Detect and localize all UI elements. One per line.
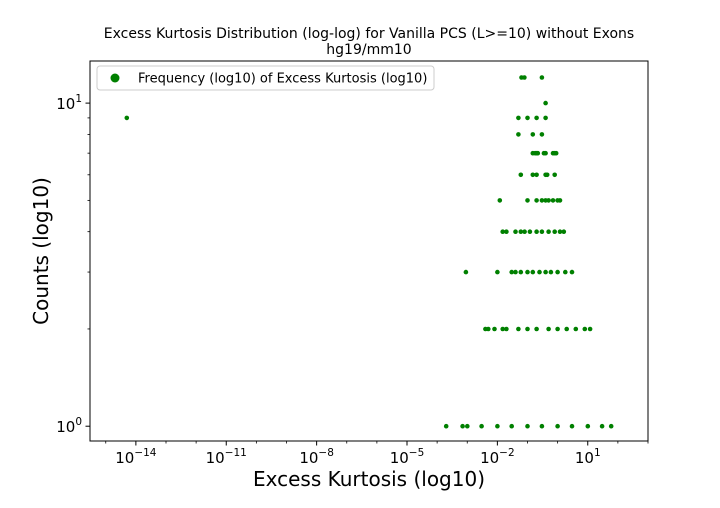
data-point xyxy=(569,423,575,429)
data-point xyxy=(463,269,469,275)
data-point xyxy=(573,326,579,332)
data-point xyxy=(539,198,545,203)
data-point xyxy=(530,132,536,137)
data-point xyxy=(548,269,554,275)
data-point xyxy=(608,423,614,429)
data-point xyxy=(557,198,563,203)
data-point xyxy=(561,229,567,234)
y-tick-label: 100 xyxy=(56,416,82,436)
data-point xyxy=(587,326,593,332)
data-point xyxy=(522,229,527,234)
x-axis-label: Excess Kurtosis (log10) xyxy=(253,467,485,491)
data-point xyxy=(525,198,530,203)
y-axis-label: Counts (log10) xyxy=(29,177,53,325)
data-point xyxy=(525,115,530,121)
data-point xyxy=(546,198,551,203)
data-point xyxy=(509,269,514,275)
x-tick-label: 10−2 xyxy=(480,447,515,467)
data-point xyxy=(509,423,514,429)
data-point xyxy=(557,229,563,234)
data-point xyxy=(460,423,465,429)
data-point xyxy=(513,269,518,275)
data-point xyxy=(543,100,548,106)
data-point xyxy=(525,423,530,429)
data-point xyxy=(443,423,449,429)
data-point xyxy=(518,172,524,178)
data-point xyxy=(553,150,559,156)
data-point xyxy=(552,229,557,234)
data-point xyxy=(495,269,500,275)
data-point xyxy=(525,326,530,332)
x-tick-label: 101 xyxy=(575,447,601,467)
data-point xyxy=(516,132,521,137)
data-point xyxy=(522,75,527,80)
data-point xyxy=(486,326,491,332)
data-point xyxy=(543,269,548,275)
legend-marker xyxy=(110,73,120,83)
data-point xyxy=(543,115,548,121)
data-point xyxy=(513,229,518,234)
data-point xyxy=(534,115,539,121)
data-points xyxy=(124,75,614,429)
plot-frame xyxy=(89,60,649,442)
data-point xyxy=(527,229,533,234)
x-tick-label: 10−11 xyxy=(206,447,247,467)
data-point xyxy=(525,269,530,275)
data-point xyxy=(555,423,560,429)
data-point xyxy=(569,269,575,275)
data-point xyxy=(546,229,551,234)
data-point xyxy=(550,198,556,203)
legend-box xyxy=(96,65,435,91)
x-tick-label: 10−5 xyxy=(390,447,425,467)
data-point xyxy=(539,229,545,234)
legend-entry: Frequency (log10) of Excess Kurtosis (lo… xyxy=(138,72,427,87)
data-point xyxy=(564,326,569,332)
y-tick-label: 101 xyxy=(56,93,82,113)
data-point xyxy=(124,115,130,121)
data-point xyxy=(534,326,539,332)
data-point xyxy=(543,150,548,156)
data-point xyxy=(535,150,541,156)
data-point xyxy=(539,132,545,137)
data-point xyxy=(539,75,545,80)
data-point xyxy=(516,115,521,121)
data-point xyxy=(518,229,524,234)
legend: Frequency (log10) of Excess Kurtosis (lo… xyxy=(96,65,435,91)
data-point xyxy=(552,172,557,178)
x-tick-label: 10−8 xyxy=(299,447,334,467)
data-point xyxy=(495,423,500,429)
data-point xyxy=(492,326,497,332)
data-point xyxy=(534,198,539,203)
data-point xyxy=(534,172,539,178)
data-point xyxy=(530,269,536,275)
data-point xyxy=(599,423,605,429)
chart-title: Excess Kurtosis Distribution (log-log) f… xyxy=(104,26,634,42)
data-point xyxy=(504,326,509,332)
data-point xyxy=(539,423,545,429)
x-tick-label: 10−14 xyxy=(115,447,157,467)
data-point xyxy=(544,172,550,178)
data-point xyxy=(479,423,484,429)
data-point xyxy=(582,326,588,332)
data-point xyxy=(537,269,542,275)
data-point xyxy=(555,326,560,332)
data-point xyxy=(497,198,503,203)
data-point xyxy=(555,269,560,275)
data-point xyxy=(500,326,506,332)
chart-subtitle: hg19/mm10 xyxy=(326,42,411,58)
data-point xyxy=(534,229,539,234)
data-point xyxy=(465,423,470,429)
y-axis: 100 101 xyxy=(56,93,90,436)
data-point xyxy=(546,326,551,332)
data-point xyxy=(563,269,568,275)
data-point xyxy=(504,229,509,234)
x-axis: 10−14 10−11 10−8 10−5 10−2 101 xyxy=(105,441,649,467)
data-point xyxy=(516,326,521,332)
data-point xyxy=(500,229,506,234)
data-point xyxy=(585,423,591,429)
data-point xyxy=(530,172,536,178)
data-point xyxy=(518,269,524,275)
